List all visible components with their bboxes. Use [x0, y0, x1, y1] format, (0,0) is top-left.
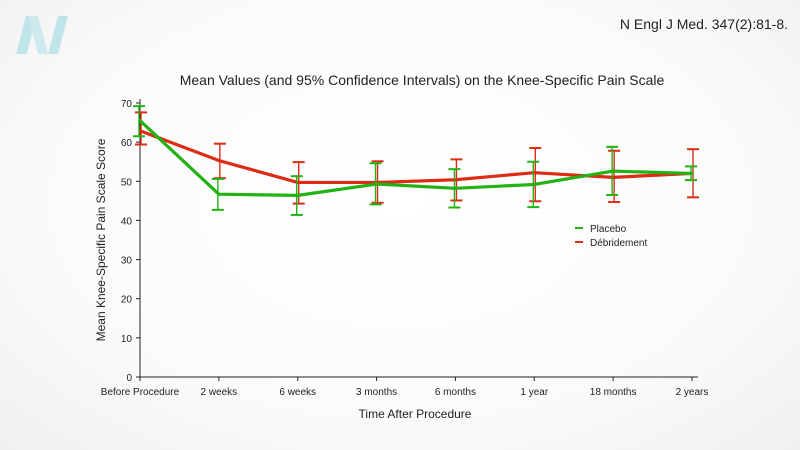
y-axis-title: Mean Knee-Specific Pain Scale Score: [94, 138, 108, 341]
series-line: [138, 119, 694, 197]
data-point: [217, 192, 221, 196]
series-debridement: [135, 111, 699, 205]
y-tick-label: 30: [121, 256, 133, 267]
y-tick-label: 10: [121, 334, 133, 345]
x-axis-ticks: Before Procedure 2 weeks 6 weeks 3 months 6 …: [101, 377, 709, 398]
y-axis-ticks: 0 10 20 30 40 50 60 70: [121, 99, 140, 384]
x-tick-label: 3 months: [356, 387, 397, 398]
x-tick-label: Before Procedure: [101, 387, 180, 398]
y-tick-label: 40: [121, 216, 133, 227]
series-line: [138, 129, 694, 185]
data-point: [138, 119, 142, 123]
legend-label: Placebo: [590, 224, 627, 235]
x-axis-title: Time After Procedure: [359, 407, 472, 421]
y-tick-label: 50: [121, 177, 133, 188]
data-point: [296, 193, 300, 197]
y-tick-label: 60: [121, 138, 133, 149]
citation-text: N Engl J Med. 347(2):81-8.: [619, 16, 788, 32]
legend-label: Débridement: [590, 238, 647, 249]
x-tick-label: 18 months: [590, 387, 637, 398]
y-tick-label: 0: [126, 373, 132, 384]
data-point: [532, 182, 536, 187]
brand-n-logo-icon: [16, 16, 68, 54]
y-tick-label: 20: [121, 295, 133, 306]
data-point: [453, 186, 458, 190]
legend: Placebo Débridement: [575, 224, 647, 249]
data-point: [690, 171, 694, 176]
x-tick-label: 6 months: [435, 387, 476, 398]
data-point: [217, 158, 221, 163]
x-tick-label: 2 years: [676, 387, 709, 398]
series-placebo: [133, 105, 697, 216]
y-tick-label: 70: [121, 99, 133, 110]
chart-title: Mean Values (and 95% Confidence Interval…: [180, 72, 665, 88]
series-layer: [133, 105, 699, 216]
x-tick-label: 2 weeks: [201, 387, 238, 398]
x-tick-label: 6 weeks: [279, 387, 316, 398]
data-point: [374, 182, 379, 186]
x-tick-label: 1 year: [520, 387, 548, 398]
data-point: [611, 169, 615, 173]
